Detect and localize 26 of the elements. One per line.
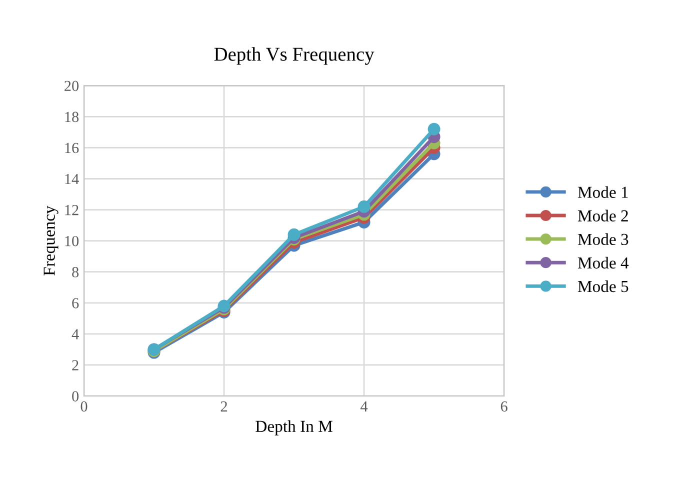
x-axis-title: Depth In M bbox=[256, 420, 332, 436]
y-tick-label: 14 bbox=[65, 174, 79, 184]
y-tick-label: 0 bbox=[72, 391, 79, 402]
y-tick-label: 18 bbox=[65, 112, 79, 122]
y-tick-label: 12 bbox=[65, 204, 78, 216]
x-tick-label: 4 bbox=[360, 401, 368, 412]
y-axis-title: Frequency bbox=[44, 206, 58, 276]
legend-label: Mode 4 bbox=[578, 256, 629, 269]
legend-label: Mode 1 bbox=[578, 186, 628, 198]
point bbox=[288, 228, 300, 241]
y-tick-label: 6 bbox=[72, 298, 79, 308]
x-tick-label: 6 bbox=[500, 401, 508, 412]
legend-label: Mode 2 bbox=[578, 210, 628, 222]
legend-label: Mode 5 bbox=[578, 280, 628, 292]
x-tick-label: 0 bbox=[80, 401, 88, 412]
legend-label: Mode 3 bbox=[578, 233, 628, 246]
y-tick-label: 10 bbox=[65, 236, 79, 246]
point bbox=[428, 122, 440, 136]
y-tick-label: 16 bbox=[65, 142, 79, 154]
y-tick-label: 20 bbox=[64, 80, 79, 92]
chart-title: Depth Vs Frequency bbox=[214, 47, 374, 65]
y-tick-label: 2 bbox=[72, 360, 78, 370]
point bbox=[358, 200, 370, 213]
y-tick-label: 8 bbox=[72, 266, 79, 278]
x-tick-label: 2 bbox=[220, 401, 227, 412]
y-tick-label: 4 bbox=[72, 329, 79, 340]
